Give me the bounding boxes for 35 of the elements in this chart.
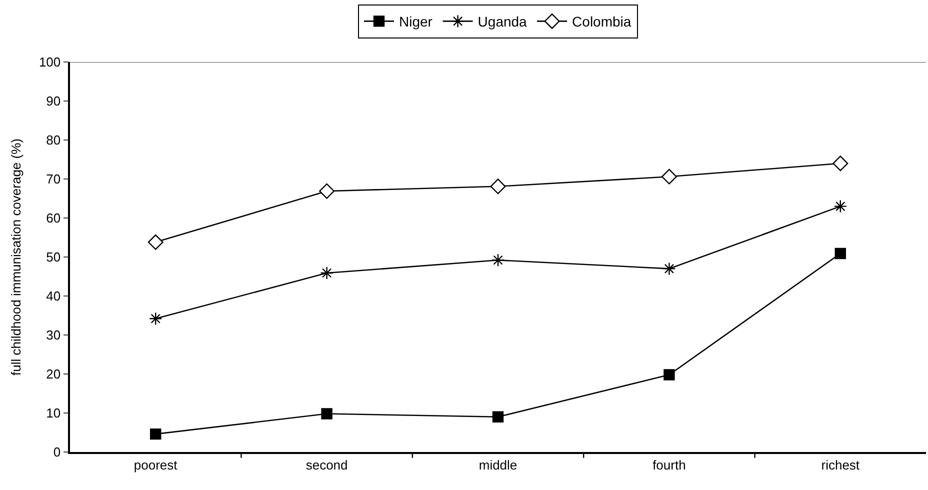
y-tick-label: 50 <box>46 250 61 265</box>
legend-label: Niger <box>399 14 433 30</box>
y-tick-label: 60 <box>46 210 61 226</box>
x-tick-label: middle <box>478 457 518 472</box>
point <box>832 156 848 172</box>
point <box>150 428 162 440</box>
x-tick-label: second <box>306 457 348 472</box>
y-tick-label: 10 <box>46 406 61 421</box>
y-tick-label: 30 <box>46 328 61 343</box>
y-tick-label: 80 <box>46 132 61 148</box>
point <box>490 178 506 194</box>
x-tick-label: richest <box>821 457 860 472</box>
point <box>492 411 504 422</box>
point <box>149 312 162 326</box>
point <box>662 262 676 276</box>
legend-label: Colombia <box>572 14 632 30</box>
y-tick-label: 70 <box>46 172 61 187</box>
y-tick-label: 100 <box>38 54 61 70</box>
y-axis-title: full childhood immunisation coverage (%) <box>8 138 24 376</box>
point <box>320 266 334 280</box>
x-tick-label: poorest <box>134 457 178 472</box>
y-tick-label: 0 <box>53 444 61 460</box>
y-tick-label: 20 <box>46 366 61 382</box>
point <box>664 369 675 380</box>
y-tick-label: 90 <box>46 94 61 109</box>
y-tick-label: 40 <box>46 288 61 304</box>
point <box>319 183 335 199</box>
x-tick-label: fourth <box>652 457 686 472</box>
point <box>834 248 846 260</box>
point <box>321 408 332 420</box>
point <box>148 234 164 250</box>
legend-label: Uganda <box>478 14 528 30</box>
point <box>491 254 505 267</box>
point <box>661 168 677 184</box>
point <box>834 200 847 213</box>
